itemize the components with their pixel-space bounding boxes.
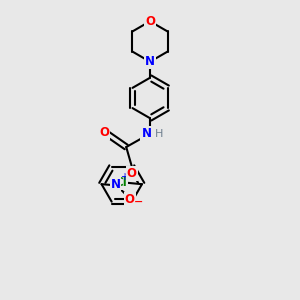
Text: N: N <box>141 127 152 140</box>
Text: +: + <box>119 172 128 182</box>
Text: Cl: Cl <box>115 176 128 189</box>
Text: O: O <box>100 126 110 139</box>
Text: N: N <box>110 178 121 191</box>
Text: O: O <box>125 194 135 206</box>
Text: O: O <box>145 15 155 28</box>
Text: −: − <box>134 197 143 207</box>
Text: O: O <box>127 167 137 180</box>
Text: H: H <box>155 129 164 139</box>
Text: N: N <box>145 55 155 68</box>
